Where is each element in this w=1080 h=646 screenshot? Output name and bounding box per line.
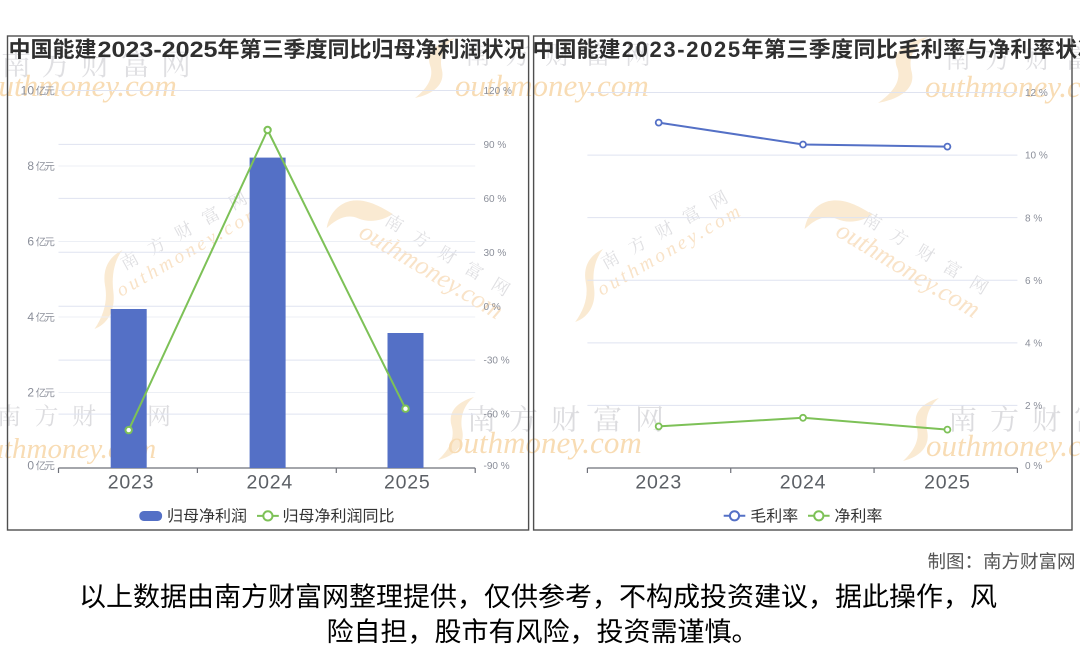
svg-text:10 %: 10 % <box>1025 151 1048 162</box>
svg-text:2025: 2025 <box>924 472 971 494</box>
svg-text:2023: 2023 <box>108 472 155 494</box>
svg-text:outhmoney.com: outhmoney.com <box>925 69 1080 104</box>
svg-text:2024: 2024 <box>247 472 294 494</box>
svg-text:60 %: 60 % <box>484 194 507 205</box>
svg-text:6 %: 6 % <box>1025 276 1042 287</box>
svg-text:-30 %: -30 % <box>484 356 510 367</box>
svg-text:outhmoney.com: outhmoney.com <box>0 68 177 103</box>
svg-text:outhmoney.com: outhmoney.com <box>448 425 642 460</box>
svg-text:120 %: 120 % <box>484 86 512 97</box>
svg-text:2023-2025: 2023-2025 <box>622 37 742 62</box>
svg-text:10: 10 <box>21 84 35 98</box>
svg-text:-60 %: -60 % <box>484 410 510 421</box>
svg-text:8: 8 <box>27 159 34 173</box>
svg-text:12 %: 12 % <box>1025 88 1048 99</box>
svg-text:outhmoney.com: outhmoney.com <box>926 428 1080 463</box>
svg-text:0 %: 0 % <box>1025 461 1042 472</box>
svg-text:outhmoney.com: outhmoney.com <box>455 68 649 103</box>
svg-text:2: 2 <box>27 386 34 400</box>
svg-text:2024: 2024 <box>780 472 827 494</box>
svg-text:2023: 2023 <box>635 472 682 494</box>
svg-text:4 %: 4 % <box>1025 338 1042 349</box>
svg-text:90 %: 90 % <box>484 140 507 151</box>
svg-text:6: 6 <box>27 235 34 249</box>
svg-text:4: 4 <box>27 310 34 324</box>
svg-text:2023-2025: 2023-2025 <box>98 37 218 62</box>
svg-text:-90 %: -90 % <box>484 461 510 472</box>
svg-text:2025: 2025 <box>384 472 431 494</box>
svg-text:0: 0 <box>27 459 34 473</box>
svg-text:2 %: 2 % <box>1025 401 1042 412</box>
svg-text:8 %: 8 % <box>1025 213 1042 224</box>
svg-text:0 %: 0 % <box>484 302 501 313</box>
svg-text:30 %: 30 % <box>484 248 507 259</box>
